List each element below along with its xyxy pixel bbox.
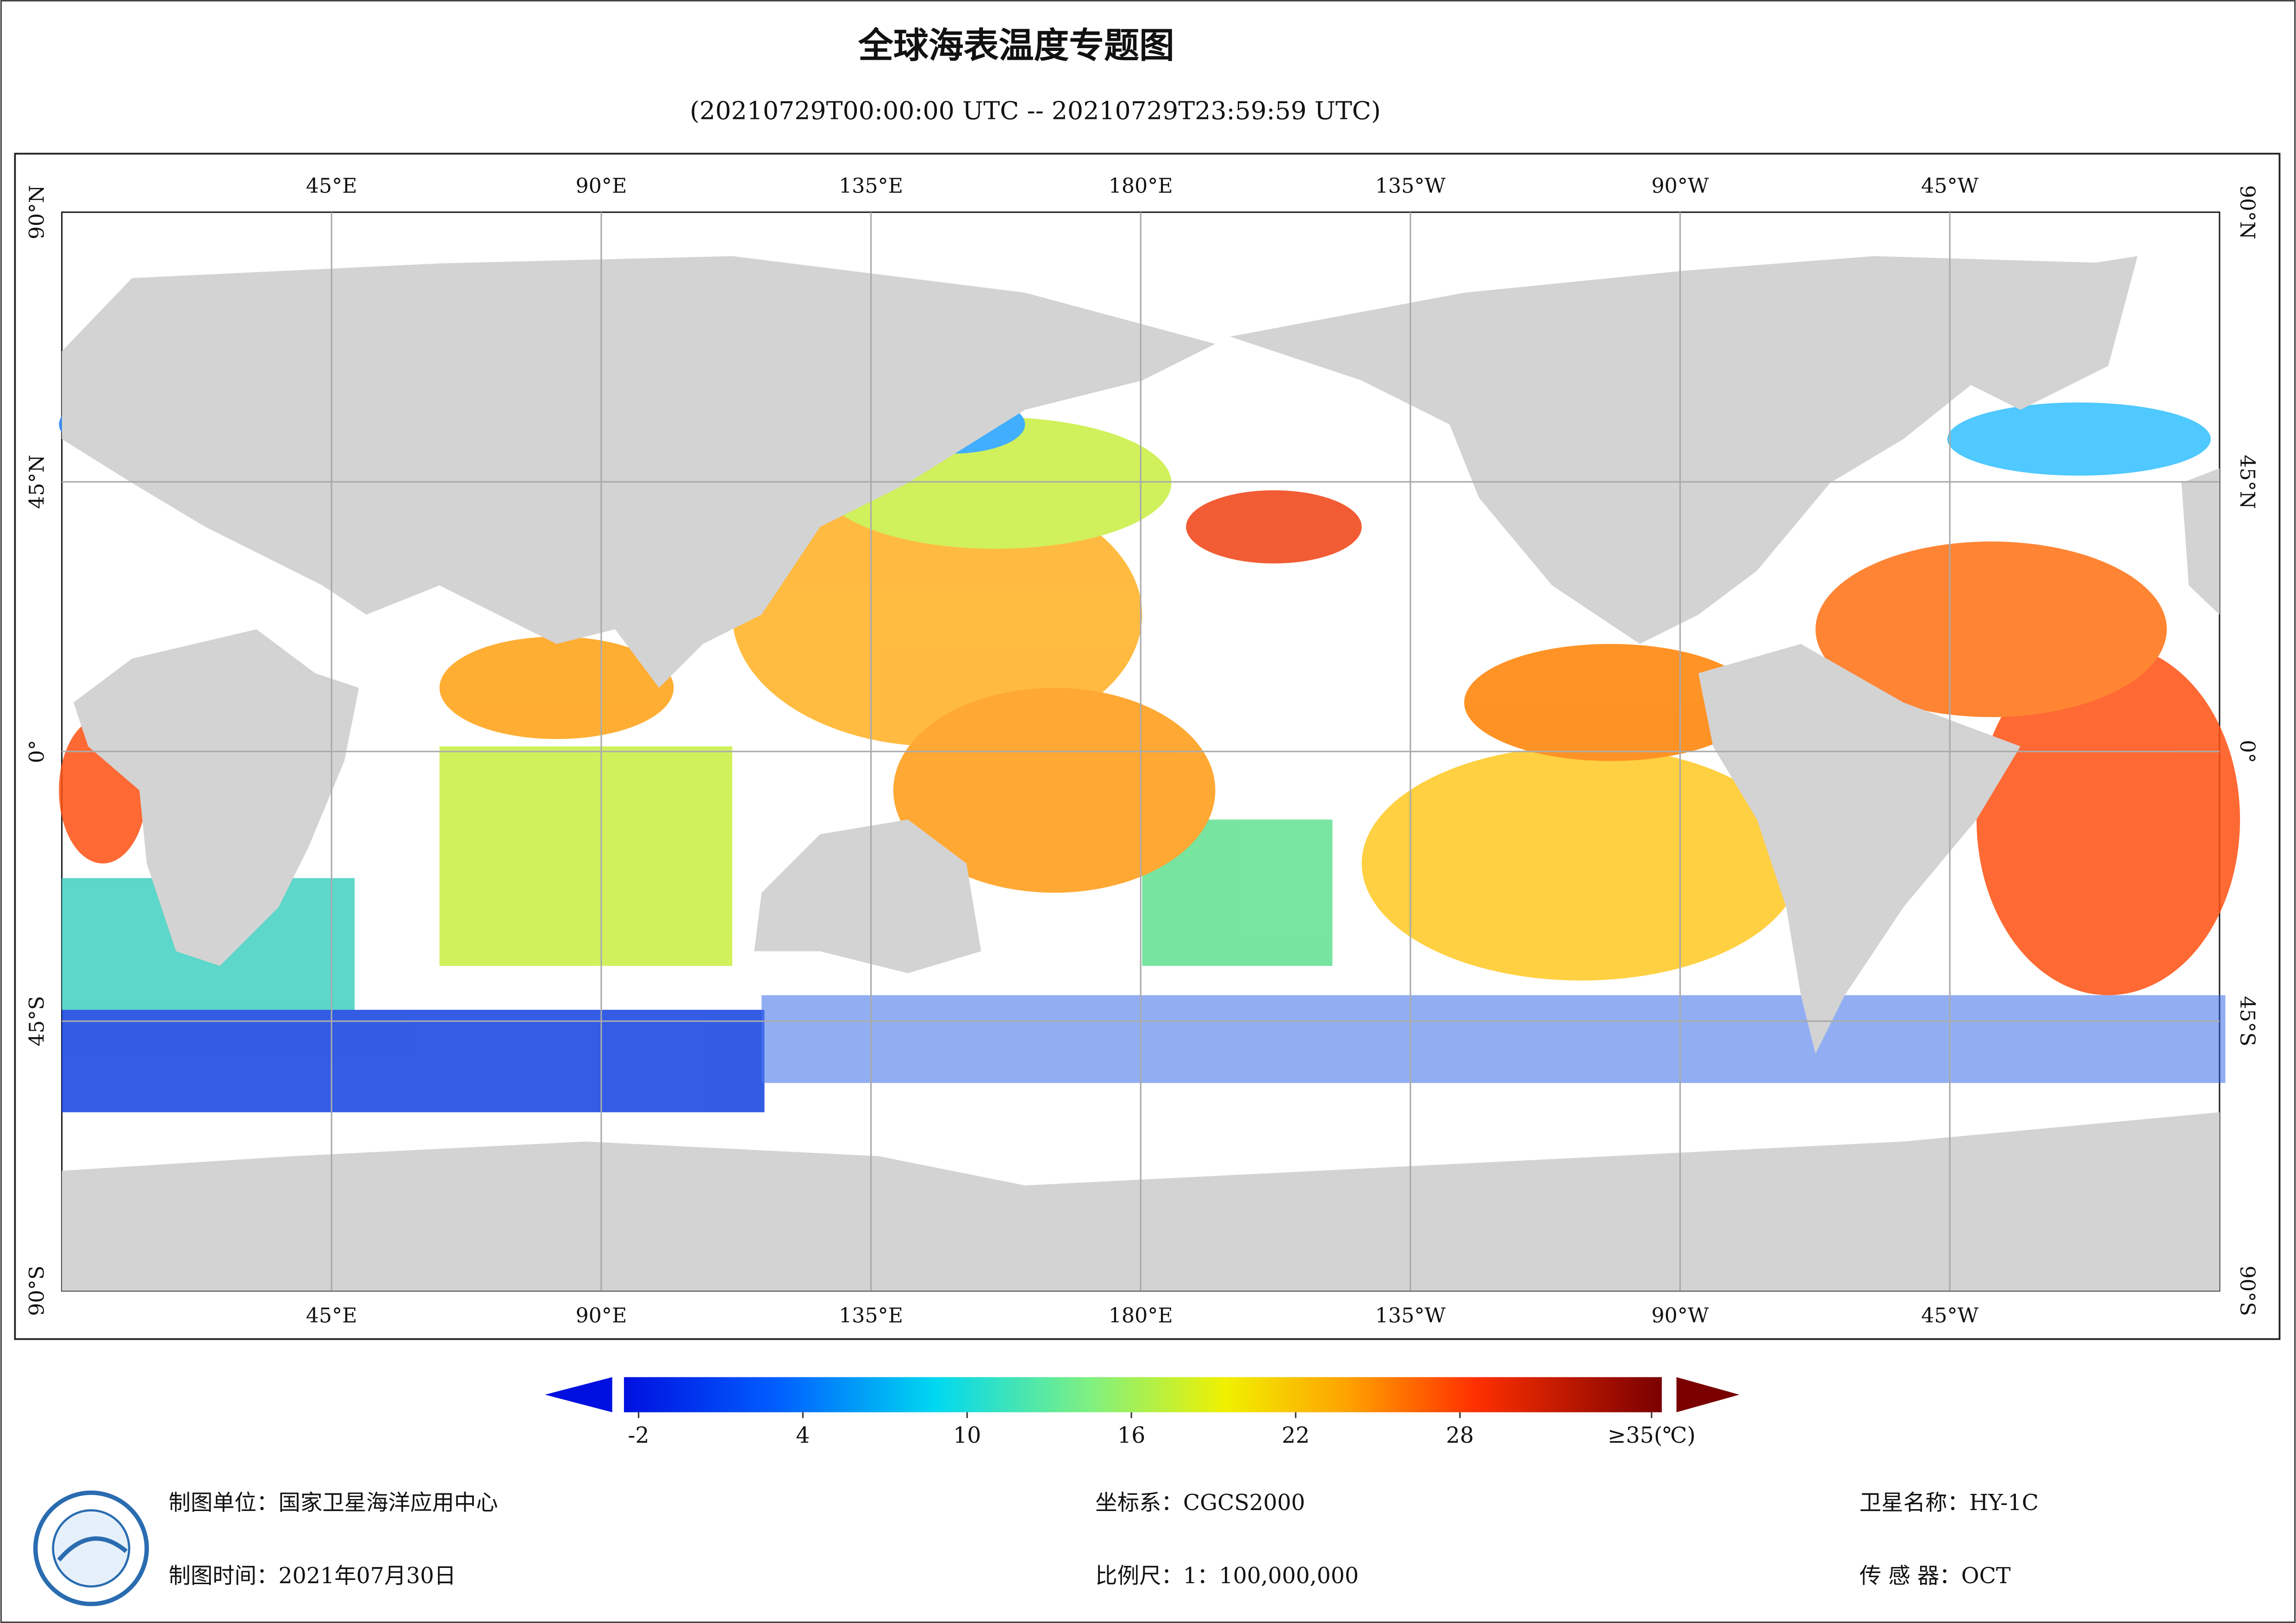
colorbar-tick-label: ≥35(℃) — [1608, 1423, 1696, 1448]
lat-label: 45°S — [25, 996, 49, 1046]
colorbar: -2 4 10 16 22 28 ≥35(℃) — [545, 1377, 1740, 1448]
subtitle: (20210729T00:00:00 UTC -- 20210729T23:59… — [690, 96, 1381, 125]
colorbar-tick-label: 4 — [796, 1423, 810, 1448]
lon-label: 45°E — [306, 1304, 357, 1328]
lat-label: 0° — [2235, 740, 2259, 763]
lon-label: 180°E — [1109, 1304, 1173, 1328]
lon-label: 90°E — [575, 1304, 627, 1328]
lon-label: 135°W — [1375, 1304, 1446, 1328]
lat-label: 45°S — [2235, 996, 2259, 1046]
lat-label: 90°N — [25, 185, 49, 239]
lon-label: 90°E — [575, 174, 627, 198]
lon-label: 135°E — [839, 1304, 903, 1328]
footer-text: 坐标系：CGCS2000 — [1095, 1490, 1305, 1516]
lon-label: 135°W — [1375, 174, 1446, 198]
title: 全球海表温度专题图 — [858, 25, 1174, 66]
lat-label: 45°N — [2235, 455, 2259, 509]
lon-label: 45°W — [1921, 174, 1978, 198]
colorbar-tick-label: 22 — [1282, 1423, 1310, 1448]
map — [59, 211, 2240, 1292]
lon-label: 45°E — [306, 174, 357, 198]
colorbar-tick-label: -2 — [628, 1423, 649, 1448]
colorbar-tick-label: 10 — [953, 1423, 981, 1448]
footer-text: 制图时间：2021年07月30日 — [168, 1563, 456, 1589]
colorbar-tick-label: 28 — [1446, 1423, 1474, 1448]
lat-label: 0° — [25, 740, 49, 763]
colorbar-bar — [624, 1377, 1662, 1412]
lon-label: 135°E — [839, 174, 903, 198]
lat-label: 90°S — [2235, 1266, 2259, 1316]
lat-label: 45°N — [25, 455, 49, 509]
lat-label: 90°S — [25, 1266, 49, 1316]
colorbar-low-arrow — [545, 1377, 612, 1412]
footer-text: 卫星名称：HY-1C — [1859, 1490, 2039, 1516]
footer-text: 传 感 器：OCT — [1859, 1563, 2011, 1589]
lon-label: 90°W — [1652, 1304, 1709, 1328]
footer-text: 制图单位：国家卫星海洋应用中心 — [168, 1490, 498, 1516]
sst-field — [59, 395, 2240, 1113]
lon-label: 45°W — [1921, 1304, 1978, 1328]
lon-label: 90°W — [1652, 174, 1709, 198]
colorbar-high-arrow — [1676, 1377, 1740, 1412]
map-frame — [14, 153, 2281, 1340]
footer-text: 比例尺：1：100,000,000 — [1095, 1563, 1359, 1589]
lat-label: 90°N — [2235, 185, 2259, 239]
colorbar-tick-label: 16 — [1117, 1423, 1145, 1448]
lon-label: 180°E — [1109, 174, 1173, 198]
logo — [33, 1490, 149, 1606]
graticule — [62, 212, 2220, 1291]
